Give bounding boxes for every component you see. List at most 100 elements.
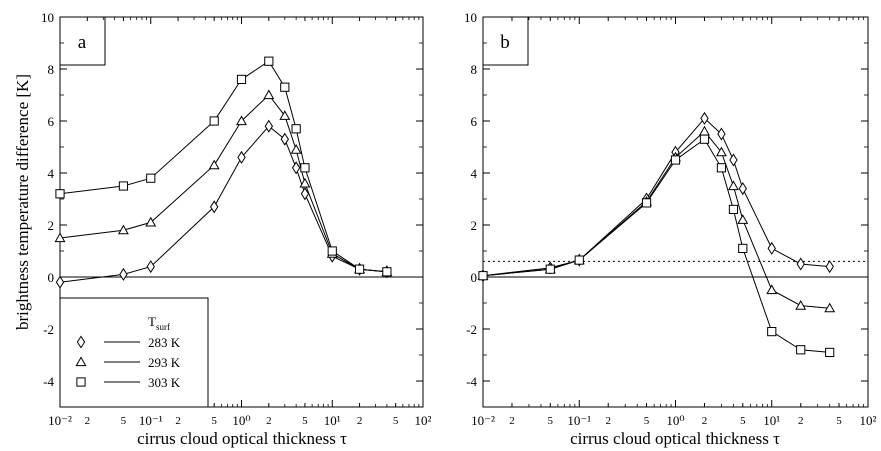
panel-b-x-tick-label: 5 [740, 415, 746, 427]
panel-a-x-tick-label: 5 [302, 415, 308, 427]
panel-b-y-tick-label: 8 [471, 62, 478, 77]
legend-box [59, 297, 209, 408]
panel-a-data-point-square [264, 56, 274, 66]
legend-entry-label: 283 K [148, 335, 181, 350]
panel-a: a 10⁻² 2 5 10⁻¹ 2 5 10⁰ 2 5 10¹ 2 5 10² -4 -2 0 2 4 6 8 10 c… [41, 10, 432, 448]
panel-b-frame [482, 16, 869, 408]
panel-b-data-point-square [670, 155, 681, 165]
panel-a-x-tick-label: 10⁻¹ [139, 413, 163, 428]
panel-a-data-point-diamond [119, 267, 128, 281]
panel-a-data-point-square [55, 189, 65, 199]
panel-b-y-tick-label: 10 [464, 10, 477, 25]
panel-a-y-tick-label: 10 [41, 10, 54, 25]
panel-a-x-tick-label: 10¹ [324, 413, 341, 428]
panel-a-data-point-square [146, 173, 156, 183]
panel-a-y-tick-label: 4 [48, 166, 55, 181]
panel-b-label-box [482, 16, 529, 66]
panel-a-data-point-diamond [209, 200, 219, 214]
panel-a-data-point-square [354, 264, 365, 274]
panel-b-x-tick-label: 10⁻¹ [567, 413, 591, 428]
panel-b-data-point-diamond [717, 127, 726, 141]
panel-b-data-point-diamond [700, 111, 709, 125]
panel-b-x-tick-label: 10⁰ [666, 413, 684, 428]
panel-b-data-point-diamond [796, 257, 805, 271]
panel-b-data-point-triangle [727, 180, 739, 191]
panel-b-data-point-triangle [715, 146, 727, 157]
panel-b-axes: 10⁻² 2 5 10⁻¹ 2 5 10⁰ 2 5 10¹ 2 5 10² -4 -2 0 2 4 6 8 10 [464, 10, 877, 428]
panel-a-x-tick-label: 5 [211, 415, 217, 427]
panel-a-x-tick-label: 10² [415, 413, 432, 428]
panel-a-series-line-diamond [59, 125, 387, 283]
panel-a-data-point-triangle [236, 115, 247, 126]
panel-b-x-tick-label: 5 [548, 415, 554, 427]
panel-b-data-point-triangle [795, 299, 807, 310]
panel-b-data-point-triangle [824, 302, 836, 313]
panel-a-data-point-diamond [300, 187, 310, 201]
panel-b-x-tick-label: 5 [644, 415, 650, 427]
panel-b-data-point-diamond [825, 260, 834, 274]
panel-a-label: a [78, 32, 87, 53]
panel-b-series [477, 111, 836, 357]
panel-b-data-point-diamond [738, 182, 747, 196]
panel-b-data-point-triangle [766, 284, 778, 295]
panel-b-series-line-square [482, 138, 830, 353]
panel-b-y-tick-label: -2 [466, 322, 477, 337]
panel-a-series-line-triangle [59, 94, 387, 273]
panel-a-data-point-triangle [145, 216, 157, 227]
panel-a-data-point-triangle [299, 177, 311, 188]
panel-a-data-point-triangle [208, 159, 220, 170]
panel-b-x-tick-label: 10² [860, 413, 877, 428]
panel-b: b 10⁻² 2 5 10⁻¹ 2 5 10⁰ 2 5 10¹ 2 5 10² -4 -2 0 2 4 6 8 10 c… [464, 10, 877, 448]
panel-a-data-point-triangle [290, 143, 302, 154]
legend-marker-square [76, 377, 86, 387]
panel-b-y-tick-label: 4 [471, 166, 478, 181]
panel-a-data-point-square [327, 246, 337, 256]
panel-a-data-point-diamond [291, 161, 301, 175]
panel-a-data-point-diamond [264, 119, 274, 133]
panel-a-data-point-diamond [55, 275, 65, 289]
panel-a-y-tick-label: -2 [43, 322, 54, 337]
panel-a-y-tick-label: -4 [43, 374, 54, 389]
panel-b-data-point-square [738, 243, 748, 254]
panel-a-y-tick-label: 6 [48, 114, 55, 129]
panel-b-y-tick-label: 2 [471, 218, 478, 233]
panel-b-data-point-square [728, 204, 739, 215]
panel-b-data-point-diamond [767, 241, 776, 255]
panel-a-series-line-square [59, 60, 387, 273]
panel-a-x-tick-label: 10⁰ [232, 413, 250, 428]
panel-b-y-tick-label: -4 [466, 374, 477, 389]
panel-a-x-tick-label: 2 [175, 415, 181, 427]
panel-b-y-tick-label: 6 [471, 114, 478, 129]
panel-b-data-point-square [716, 163, 727, 173]
panel-a-data-point-square [118, 181, 129, 191]
panel-b-data-point-square [796, 345, 806, 355]
legend-marker-triangle [75, 356, 87, 367]
panel-a-axes: 10⁻² 2 5 10⁻¹ 2 5 10⁰ 2 5 10¹ 2 5 10² -4 -2 0 2 4 6 8 10 [41, 10, 432, 428]
panel-a-x-tick-label: 2 [266, 415, 272, 427]
panel-a-data-point-square [382, 267, 392, 277]
panel-b-data-point-square [545, 264, 555, 274]
panel-b-label: b [500, 32, 510, 53]
panel-b-series-line-diamond [482, 117, 830, 277]
panel-b-data-point-square [825, 347, 835, 357]
panel-a-data-point-diamond [237, 150, 246, 164]
legend-entry-label: 293 K [148, 355, 181, 370]
panel-a-x-axis-label: cirrus cloud optical thickness τ [137, 429, 347, 448]
panel-b-data-point-square [574, 255, 584, 265]
panel-b-data-point-triangle [737, 214, 749, 224]
panel-a-data-point-triangle [54, 232, 66, 243]
panel-b-data-point-diamond [729, 153, 738, 167]
panel-b-y-tick-label: 0 [471, 270, 478, 285]
panel-b-x-tick-label: 10⁻² [471, 413, 495, 428]
panel-b-data-point-triangle [699, 125, 710, 136]
panel-b-x-tick-label: 2 [605, 415, 611, 427]
panel-b-data-point-square [767, 327, 777, 337]
legend-title: Tsurf [148, 314, 170, 332]
legend-entry-label: 303 K [148, 375, 181, 390]
panel-a-x-tick-label: 5 [121, 415, 127, 427]
panel-b-x-tick-label: 5 [836, 415, 842, 427]
panel-a-data-point-square [209, 116, 219, 126]
panel-a-y-tick-label: 2 [48, 218, 55, 233]
legend-marker-diamond [76, 335, 86, 349]
